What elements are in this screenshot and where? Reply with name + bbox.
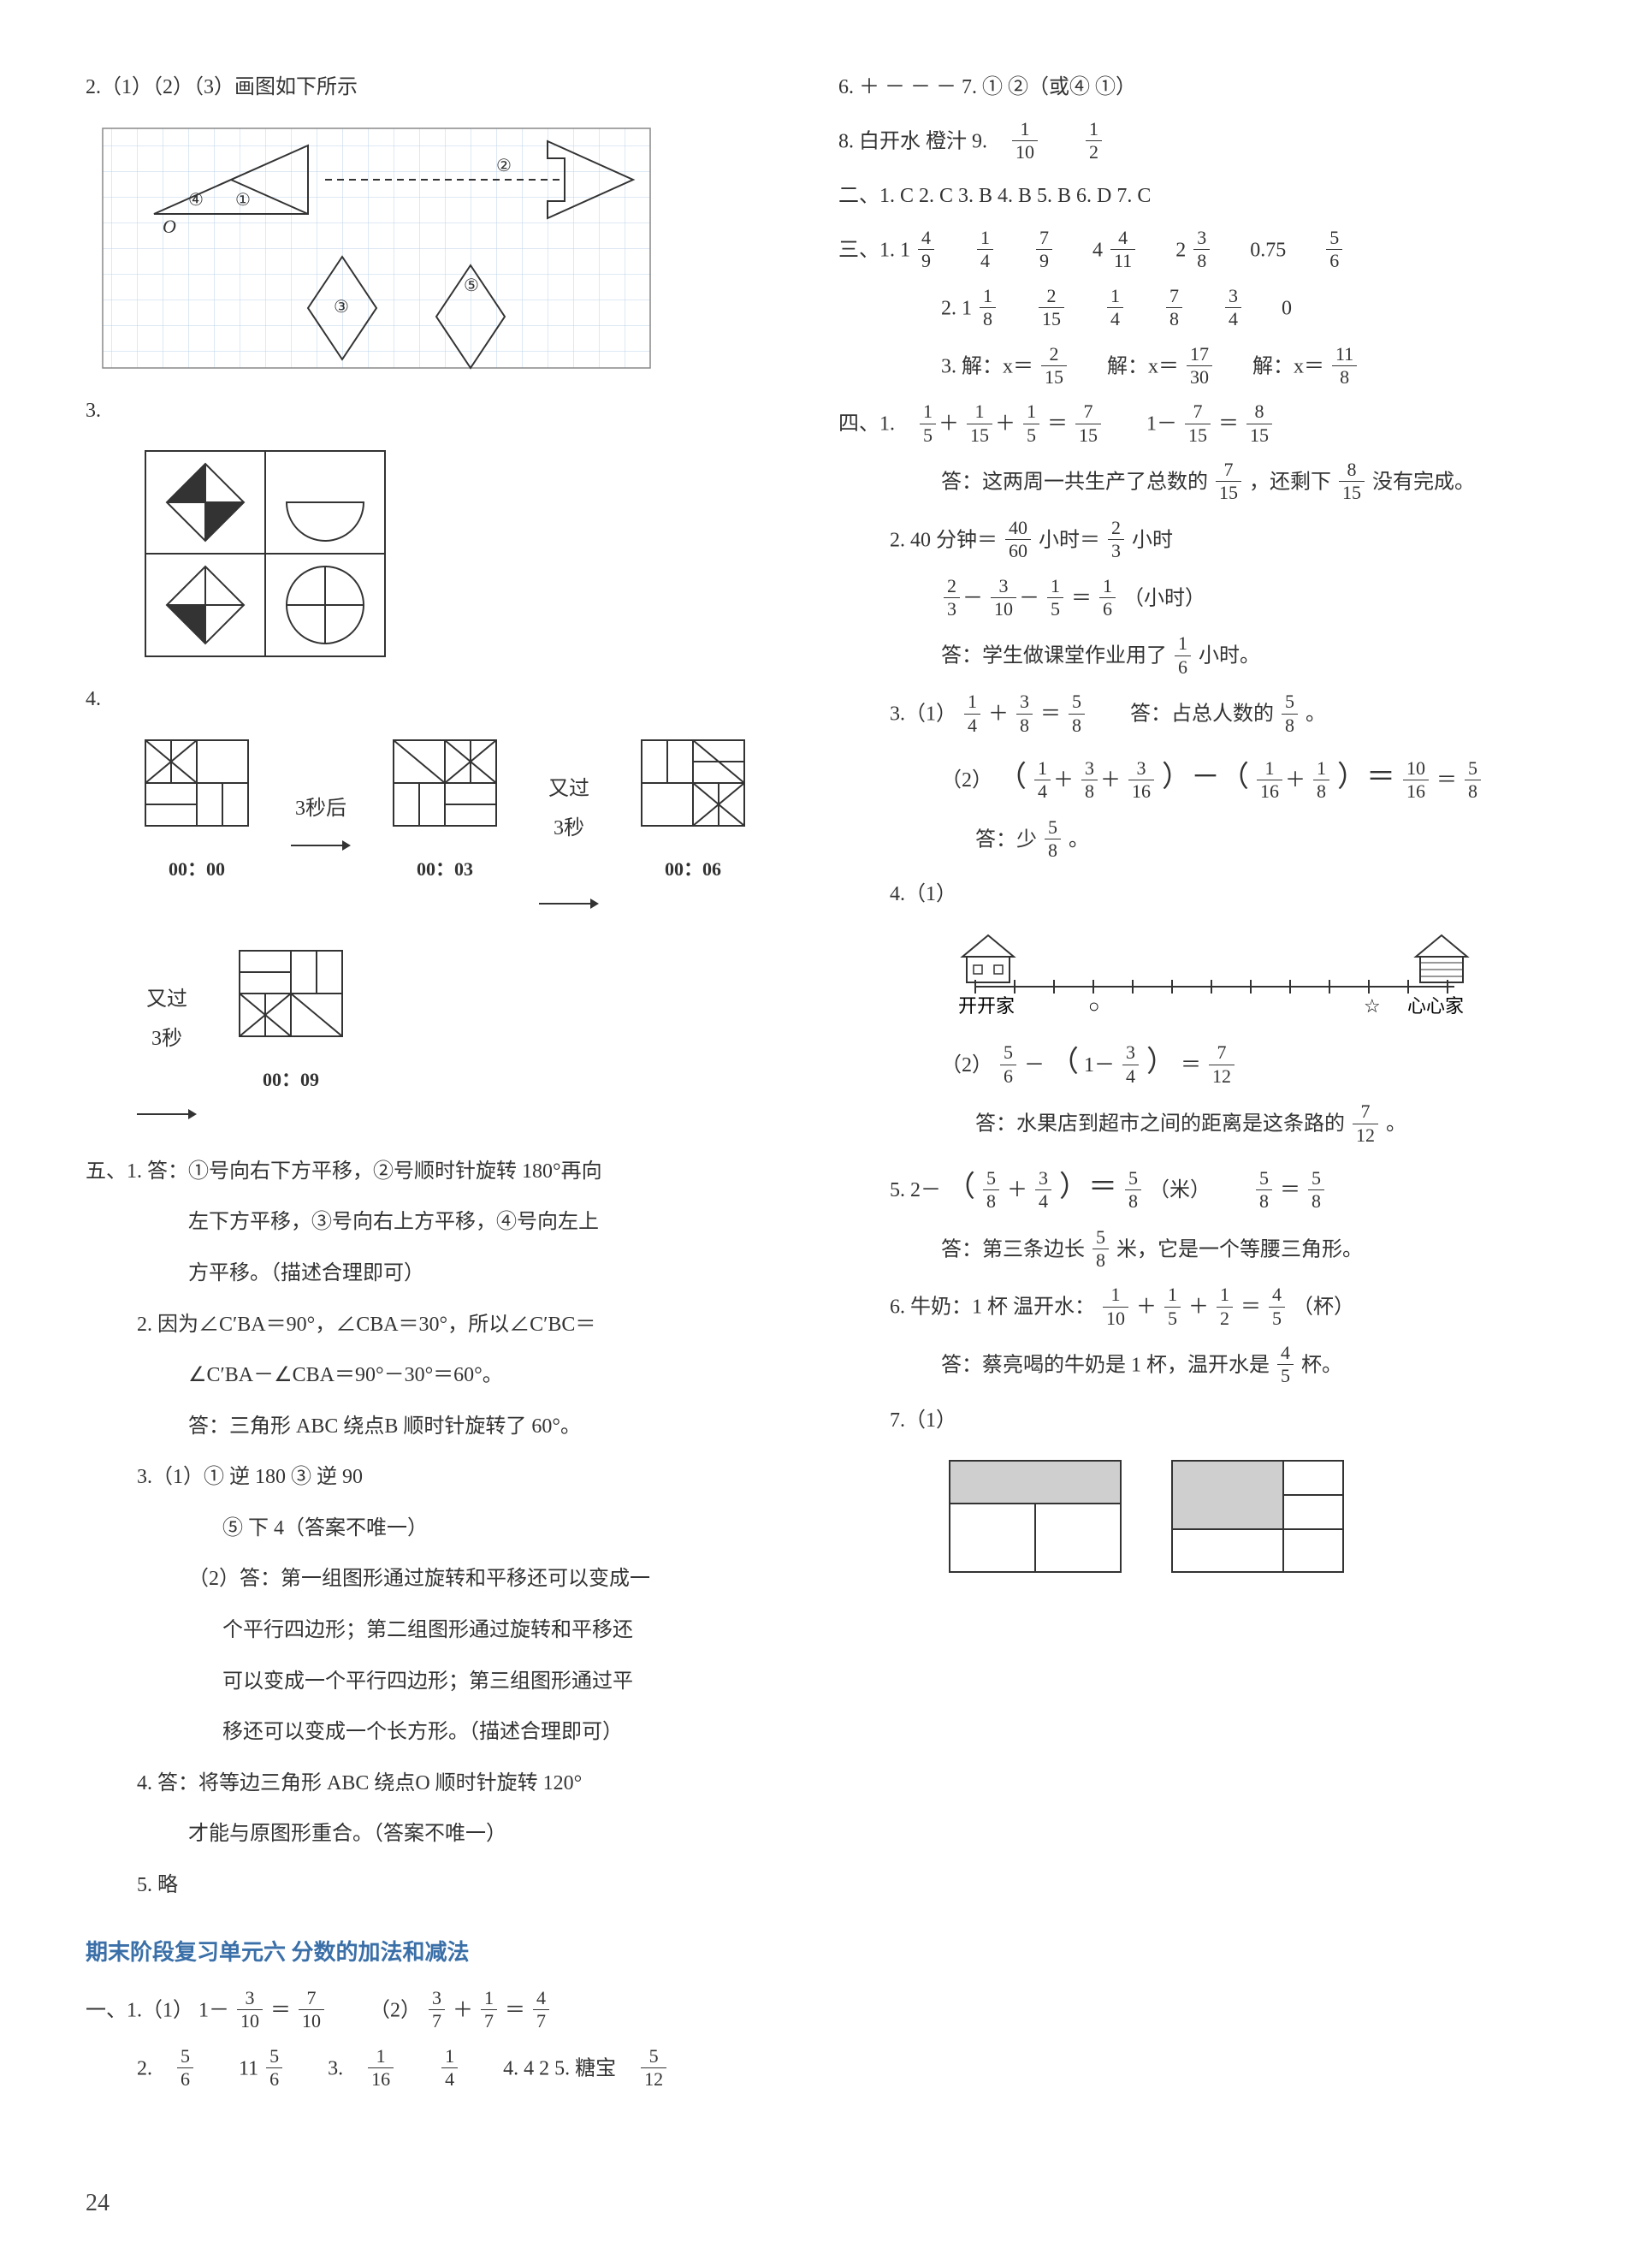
q4-t2: 00：06 [633,851,753,887]
page-number: 24 [86,2180,110,2226]
r-sec4-4b: （2） 56 － （ 1－ 34 ） ＝ 712 [838,1035,1540,1091]
q4-arrow1: 3秒后 [291,790,351,868]
q5-4a: 4. 答：将等边三角形 ABC 绕点O 顺时针旋转 120° [86,1765,787,1804]
r-sec4-1: 四、1. 15＋ 115＋ 15 ＝ 715 1－ 715 ＝ 815 [838,402,1540,448]
q4-t0: 00：00 [137,851,257,887]
q5-5: 5. 略 [86,1866,787,1906]
svg-text:③: ③ [334,298,349,317]
q7-fig-a [941,1452,1129,1581]
q4-tile-3: 00：09 [231,942,351,1098]
q5-3a: 3.（1）① 逆 180 ③ 逆 90 [86,1458,787,1498]
right-column: 6. ＋ － － － 7. ① ②（或④ ①） 8. 白开水 橙汁 9. 110… [838,68,1540,2105]
r-sec4-3a: 3.（1） 14 ＋ 38 ＝ 58 答：占总人数的 58 。 [838,692,1540,739]
left-column: 2.（1）（2）（3）画图如下所示 ① ④ O ② ③ ⑤ 3. [86,68,787,2105]
r-sec3-1: 三、1. 1 49 14 79 4 411 2 38 0.75 56 [838,228,1540,275]
r-sec3-2: 2. 1 18 215 14 78 34 0 [838,287,1540,333]
q5-3e: 可以变成一个平行四边形；第三组图形通过平 [86,1663,787,1702]
q4-row2: 又过 3秒 00：09 [86,942,787,1137]
q7-fig-b [1164,1452,1352,1581]
svg-text:⑤: ⑤ [464,276,479,295]
r-sec4-4a: 4.（1） [838,875,1540,915]
q4-tile-2: 00：06 [633,732,753,887]
svg-text:☆: ☆ [1364,995,1381,1017]
q5-2b: ∠C′BA－∠CBA＝90°－30°＝60°。 [86,1356,787,1396]
r6: 6. ＋ － － － 7. ① ②（或④ ①） [838,68,1540,108]
sec1-1: 一、1.（1） 1－ 310 ＝ 710 （2） 37 ＋ 17 ＝ 47 [86,1989,787,2035]
q4-row1: 00：00 3秒后 00：03 又过 3秒 [86,732,787,927]
r-sec2: 二、1. C 2. C 3. B 4. B 5. B 6. D 7. C [838,177,1540,217]
q5-3f: 移还可以变成一个长方形。（描述合理即可） [86,1713,787,1753]
q5-3b: ⑤ 下 4（答案不唯一） [86,1510,787,1549]
q2-figure: ① ④ O ② ③ ⑤ [86,120,667,377]
svg-text:O: O [163,216,176,237]
q4-arrow2: 又过 3秒 [539,732,599,927]
r-sec4-5b: 答：第三条边长 58 米，它是一个等腰三角形。 [838,1228,1540,1274]
q3-label: 3. [86,392,787,431]
q5-2c: 答：三角形 ABC 绕点B 顺时针旋转了 60°。 [86,1408,787,1447]
r-sec4-2a: 2. 40 分钟＝ 4060 小时＝ 23 小时 [838,519,1540,565]
numline-figure: ○ ☆ 开开家 心心家 [838,927,1540,1035]
q4-tile-0: 00：00 [137,732,257,887]
q4-arrow3: 又过 3秒 [137,942,197,1137]
q5-2a: 2. 因为∠C′BA＝90°，∠CBA＝30°，所以∠C′BC＝ [86,1306,787,1345]
q7-figures [838,1452,1540,1581]
sec1-2: 2. 56 11 56 3. 116 14 4. 4 2 5. 糖宝 512 [86,2047,787,2093]
r-sec3-3: 3. 解：x＝ 215 解：x＝ 1730 解：x＝ 118 [838,345,1540,391]
q2-text: 2.（1）（2）（3）画图如下所示 [86,68,787,108]
r-sec4-1b: 答：这两周一共生产了总数的 715 ，还剩下 815 没有完成。 [838,460,1540,507]
svg-text:②: ② [496,157,512,175]
svg-text:○: ○ [1088,995,1099,1017]
svg-text:①: ① [235,191,251,210]
q5-1b: 左下方平移，③号向右上方平移，④号向左上 [86,1203,787,1243]
r-sec4-6a: 6. 牛奶：1 杯 温开水： 110 ＋ 15 ＋ 12 ＝ 45 （杯） [838,1285,1540,1332]
q5-3d: 个平行四边形；第二组图形通过旋转和平移还 [86,1611,787,1651]
r-sec4-2c: 答：学生做课堂作业用了 16 小时。 [838,634,1540,680]
r-sec4-2b: 23－ 310－ 15 ＝ 16 （小时） [838,577,1540,623]
r-sec4-3c: 答：少 58 。 [838,818,1540,864]
q5-3c: （2）答：第一组图形通过旋转和平移还可以变成一 [86,1560,787,1599]
r-sec4-6b: 答：蔡亮喝的牛奶是 1 杯，温开水是 45 杯。 [838,1344,1540,1390]
q4-label: 4. [86,680,787,720]
q4-t1: 00：03 [385,851,505,887]
q5-4b: 才能与原图形重合。（答案不唯一） [86,1815,787,1854]
r8: 8. 白开水 橙汁 9. 110 12 [838,120,1540,166]
r-sec4-5a: 5. 2－ （ 58 ＋ 34 ）＝ 58 （米） 58 ＝ 58 [838,1160,1540,1216]
svg-text:④: ④ [188,191,204,210]
q5-1a: 五、1. 答：①号向右下方平移，②号顺时针旋转 180°再向 [86,1153,787,1192]
svg-text:心心家: 心心家 [1407,995,1464,1017]
q3-figure [137,442,394,665]
svg-text:开开家: 开开家 [958,995,1015,1017]
q4-t3: 00：09 [231,1062,351,1098]
q5-1c: 方平移。（描述合理即可） [86,1255,787,1294]
section-title: 期末阶段复习单元六 分数的加法和减法 [86,1931,787,1973]
r-sec4-3b: （2） （ 14＋ 38＋ 316 ）－（ 116＋ 18 ）＝ 1016 ＝ … [838,750,1540,806]
q4-tile-1: 00：03 [385,732,505,887]
r-sec4-4c: 答：水果店到超市之间的距离是这条路的 712 。 [838,1102,1540,1148]
r-sec4-7: 7.（1） [838,1402,1540,1441]
